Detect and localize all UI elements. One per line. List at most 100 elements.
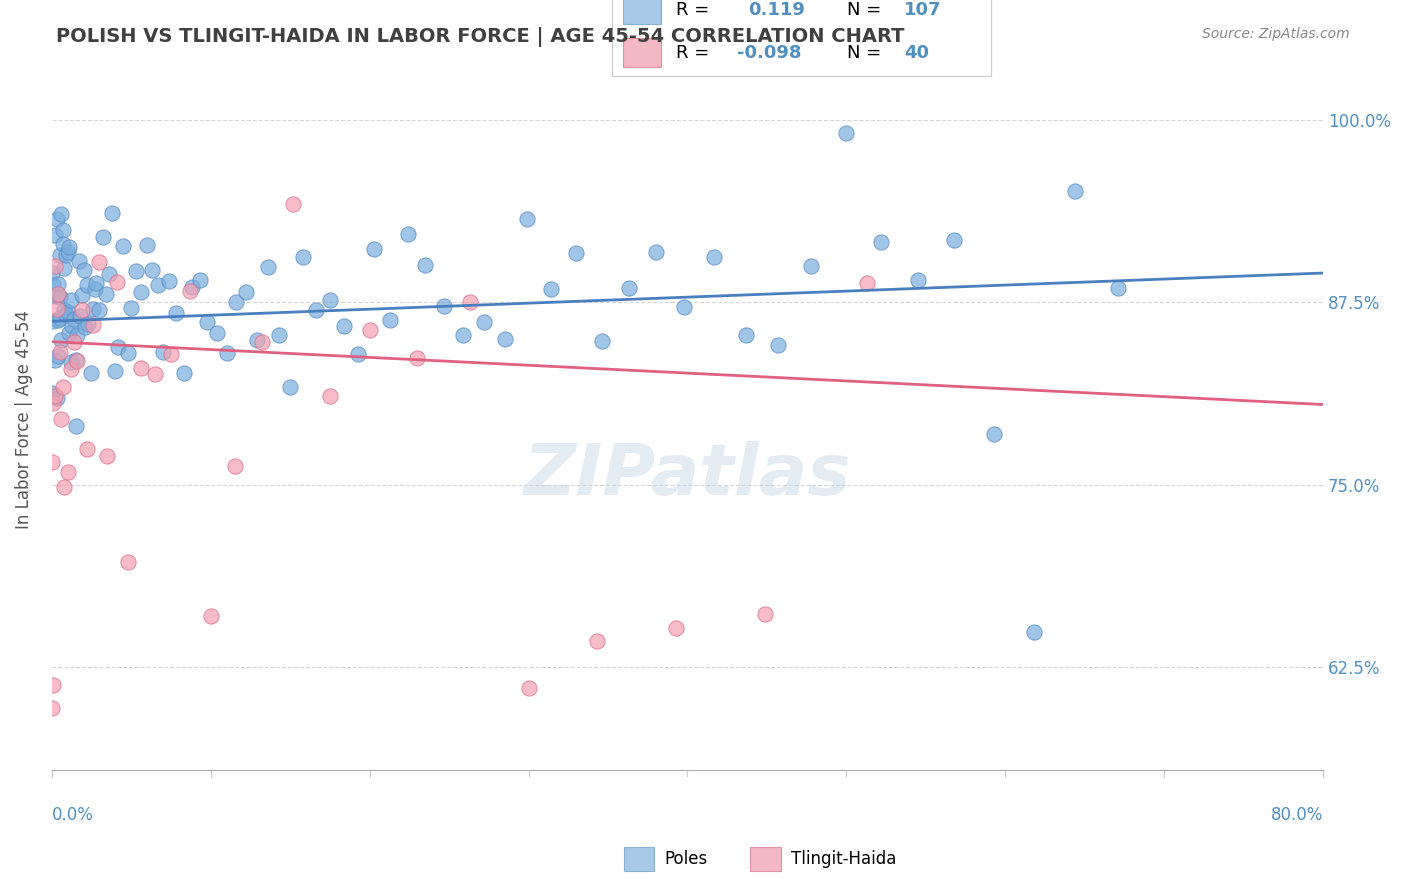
Poles: [983, 426, 1005, 441]
Tlingit-Haida: [51, 412, 73, 426]
Poles: [673, 300, 696, 314]
Tlingit-Haida: [224, 458, 246, 473]
Poles: [453, 327, 475, 342]
Poles: [494, 332, 516, 346]
Tlingit-Haida: [41, 455, 63, 469]
Poles: [540, 282, 562, 296]
Poles: [304, 302, 326, 317]
Poles: [591, 334, 613, 349]
Poles: [173, 366, 195, 380]
Poles: [433, 300, 456, 314]
Poles: [205, 326, 228, 340]
Poles: [77, 318, 100, 332]
Poles: [59, 293, 82, 307]
Poles: [215, 346, 238, 360]
Poles: [380, 313, 402, 327]
Poles: [472, 315, 495, 329]
Poles: [835, 127, 858, 141]
Poles: [48, 248, 70, 262]
Poles: [136, 238, 159, 252]
Poles: [75, 320, 97, 334]
Poles: [644, 244, 666, 259]
Poles: [67, 254, 90, 268]
Tlingit-Haida: [319, 389, 342, 403]
Text: R =: R =: [676, 44, 710, 62]
FancyBboxPatch shape: [624, 847, 654, 871]
Poles: [45, 212, 67, 227]
Poles: [870, 235, 893, 250]
Poles: [55, 308, 77, 322]
Text: Poles: Poles: [664, 849, 707, 868]
Poles: [319, 293, 342, 307]
Tlingit-Haida: [517, 681, 540, 696]
Poles: [101, 206, 124, 220]
Tlingit-Haida: [56, 465, 79, 479]
Poles: [152, 345, 174, 359]
Poles: [907, 272, 929, 286]
Text: 0.119: 0.119: [748, 1, 806, 19]
Tlingit-Haida: [96, 449, 118, 463]
Poles: [766, 337, 789, 351]
Poles: [197, 316, 219, 330]
Tlingit-Haida: [76, 442, 98, 457]
Tlingit-Haida: [53, 480, 76, 494]
Tlingit-Haida: [63, 334, 86, 349]
Tlingit-Haida: [129, 360, 152, 375]
Text: -0.098: -0.098: [737, 44, 801, 62]
Poles: [52, 236, 75, 251]
Poles: [45, 391, 67, 405]
Tlingit-Haida: [66, 354, 89, 368]
Poles: [84, 276, 107, 290]
Poles: [120, 301, 142, 316]
Tlingit-Haida: [179, 284, 201, 298]
Poles: [63, 311, 86, 326]
Poles: [104, 364, 127, 378]
Poles: [617, 281, 640, 295]
Poles: [48, 311, 70, 326]
Poles: [44, 352, 66, 367]
Poles: [80, 366, 103, 380]
Poles: [235, 285, 257, 300]
Poles: [58, 240, 80, 254]
Poles: [56, 245, 79, 260]
FancyBboxPatch shape: [623, 0, 661, 24]
Tlingit-Haida: [45, 302, 67, 317]
Poles: [52, 223, 75, 237]
Poles: [70, 288, 93, 302]
Text: Source: ZipAtlas.com: Source: ZipAtlas.com: [1202, 27, 1350, 41]
Poles: [257, 260, 280, 274]
Tlingit-Haida: [117, 555, 139, 569]
Poles: [129, 285, 152, 299]
Poles: [48, 289, 70, 303]
Poles: [278, 380, 301, 394]
Poles: [1022, 624, 1045, 639]
Poles: [65, 352, 87, 367]
Poles: [188, 273, 211, 287]
Tlingit-Haida: [283, 197, 305, 211]
Tlingit-Haida: [586, 633, 609, 648]
Poles: [225, 295, 247, 310]
Tlingit-Haida: [250, 334, 273, 349]
Tlingit-Haida: [46, 287, 69, 301]
Poles: [565, 246, 588, 260]
Poles: [413, 259, 436, 273]
Poles: [59, 355, 82, 369]
Poles: [267, 328, 290, 343]
Poles: [65, 419, 87, 434]
Poles: [703, 250, 725, 264]
Tlingit-Haida: [70, 302, 93, 317]
Poles: [46, 312, 69, 326]
Tlingit-Haida: [44, 389, 66, 403]
Poles: [1107, 281, 1129, 295]
Poles: [157, 273, 180, 287]
Poles: [333, 318, 356, 333]
Text: Tlingit-Haida: Tlingit-Haida: [790, 849, 896, 868]
FancyBboxPatch shape: [623, 38, 661, 67]
Text: N =: N =: [846, 1, 882, 19]
Tlingit-Haida: [82, 318, 104, 333]
Poles: [55, 248, 77, 262]
Poles: [45, 289, 67, 303]
Tlingit-Haida: [406, 351, 429, 365]
Poles: [69, 309, 91, 323]
FancyBboxPatch shape: [751, 847, 780, 871]
